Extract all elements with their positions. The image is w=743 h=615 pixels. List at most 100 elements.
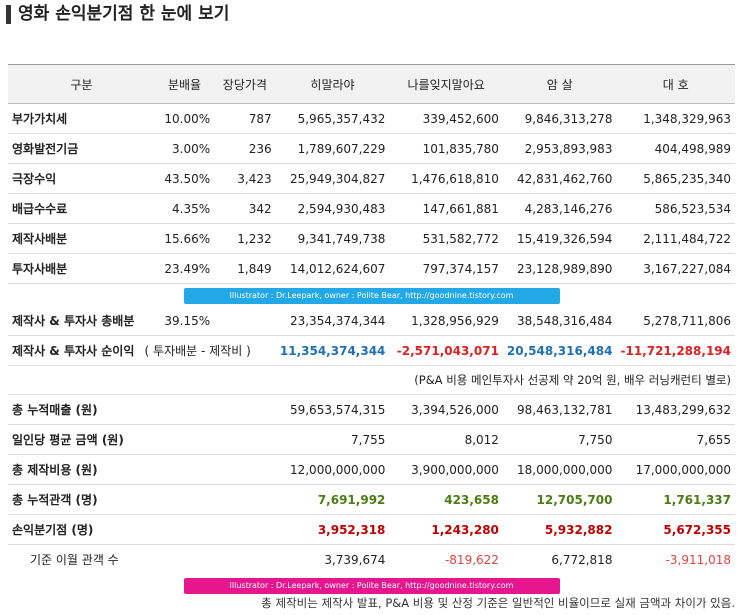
value-cell: 8,012 [389, 424, 503, 455]
value-cell: 3,167,227,084 [616, 253, 735, 284]
rate-cell: 43.50% [154, 163, 215, 194]
value-cell: 3,952,318 [275, 514, 390, 545]
value-cell: 23,354,374,344 [275, 306, 390, 336]
header-tiger: 대 호 [616, 64, 735, 104]
row-label: 총 누적매출 (원) [8, 394, 276, 425]
value-cell: 101,835,780 [389, 133, 503, 164]
net-profit-row: 제작사 & 투자사 순이익 ( 투자배분 - 제작비 ) 11,354,374,… [8, 335, 735, 366]
row-label: 기준 이월 관객 수 [30, 553, 119, 567]
value-cell: 12,000,000,000 [275, 454, 390, 485]
row-label: 총 제작비용 (원) [8, 454, 276, 485]
row-label: 배급수수료 [8, 193, 155, 224]
watermark-row: Illustrator : Dr.Leepark, owner : Polite… [8, 284, 735, 307]
value-cell: 13,483,299,632 [616, 394, 735, 425]
value-cell: 4,283,146,276 [502, 193, 617, 224]
watermark-banner-blue: Illustrator : Dr.Leepark, owner : Polite… [183, 287, 560, 304]
audience-row: 총 누적관객 (명) 7,691,992 423,658 12,705,700 … [8, 484, 735, 515]
value-cell: -2,571,043,071 [389, 335, 503, 366]
value-cell: 586,523,534 [616, 193, 735, 224]
value-cell: 9,341,749,738 [275, 223, 390, 254]
value-cell: 1,761,337 [616, 484, 735, 515]
value-cell: -819,622 [444, 552, 499, 567]
value-cell: 5,932,882 [502, 514, 617, 545]
watermark-row: Illustrator : Dr.Leepark, owner : Polite… [8, 574, 735, 596]
value-cell: 5,965,357,432 [275, 103, 390, 134]
value-cell: 15,419,326,594 [502, 223, 617, 254]
pa-note: (P&A 비용 메인투자사 선공제 약 20억 원, 배우 러닝캐런티 별로) [8, 365, 735, 395]
value-cell: 3,900,000,000 [389, 454, 503, 485]
bep-row: 손익분기점 (명) 3,952,318 1,243,280 5,932,882 … [8, 514, 735, 545]
row-label: 극장수익 [8, 163, 155, 194]
value-cell: 2,111,484,722 [616, 223, 735, 254]
value-cell: 1,243,280 [389, 514, 503, 545]
value-cell: 797,374,157 [389, 253, 503, 284]
value-cell: 1,348,329,963 [616, 103, 735, 134]
rate-cell: 15.66% [154, 223, 215, 254]
value-cell: 531,582,772 [389, 223, 503, 254]
excess-audience-row: 기준 이월 관객 수 3,739,674 -819,622 6,772,818 … [8, 545, 735, 575]
value-cell: 12,705,700 [502, 484, 617, 515]
value-cell: 1,328,956,929 [389, 306, 503, 336]
table-row: 총 누적매출 (원) 59,653,574,315 3,394,526,000 … [8, 394, 735, 425]
row-label: 제작사 & 투자사 순이익 [12, 344, 135, 358]
page-title: 영화 손익분기점 한 눈에 보기 [18, 4, 230, 24]
header-price: 장당가격 [214, 64, 276, 104]
value-cell: 7,755 [275, 424, 390, 455]
net-profit-formula: ( 투자배분 - 제작비 ) [144, 344, 251, 358]
table-row: 제작사배분 15.66% 1,232 9,341,749,738 531,582… [8, 223, 735, 254]
value-cell: 38,548,316,484 [502, 306, 617, 336]
header-row: 구분 분배율 장당가격 히말라야 나를잊지말아요 암 살 대 호 [8, 64, 735, 104]
row-label: 총 누적관객 (명) [8, 484, 276, 515]
value-cell: 20,548,316,484 [502, 335, 617, 366]
table-row: 영화발전기금 3.00% 236 1,789,607,229 101,835,7… [8, 133, 735, 164]
value-cell: 5,865,235,340 [616, 163, 735, 194]
value-cell: 7,691,992 [275, 484, 390, 515]
value-cell: 98,463,132,781 [502, 394, 617, 425]
row-label: 제작사 & 투자사 총배분 [8, 306, 155, 336]
table-row: 일인당 평균 금액 (원) 7,755 8,012 7,750 7,655 [8, 424, 735, 455]
table-row: 배급수수료 4.35% 342 2,594,930,483 147,661,88… [8, 193, 735, 224]
row-label: 영화발전기금 [8, 133, 155, 164]
value-cell: 14,012,624,607 [275, 253, 390, 284]
bep-table: 구분 분배율 장당가격 히말라야 나를잊지말아요 암 살 대 호 부가가치세 1… [8, 64, 735, 596]
value-cell: 147,661,881 [389, 193, 503, 224]
value-cell: 2,953,893,983 [502, 133, 617, 164]
value-cell: 7,655 [616, 424, 735, 455]
price-cell: 1,232 [214, 223, 276, 254]
price-cell: 1,849 [214, 253, 276, 284]
header-category: 구분 [8, 64, 155, 104]
total-distribution-row: 제작사 & 투자사 총배분 39.15% 23,354,374,344 1,32… [8, 306, 735, 336]
table-row: 극장수익 43.50% 3,423 25,949,304,827 1,476,6… [8, 163, 735, 194]
table-row: 투자사배분 23.49% 1,849 14,012,624,607 797,37… [8, 253, 735, 284]
price-cell: 3,423 [214, 163, 276, 194]
price-cell: 236 [214, 133, 276, 164]
header-forget-me-not: 나를잊지말아요 [389, 64, 503, 104]
header-himalaya: 히말라야 [275, 64, 390, 104]
row-label: 제작사배분 [8, 223, 155, 254]
rate-cell: 4.35% [154, 193, 215, 224]
price-cell: 787 [214, 103, 276, 134]
header-assassination: 암 살 [502, 64, 617, 104]
value-cell: 42,831,462,760 [502, 163, 617, 194]
value-cell: 59,653,574,315 [275, 394, 390, 425]
value-cell: 3,739,674 [324, 552, 386, 567]
title-accent-bar [6, 5, 11, 24]
value-cell: 404,498,989 [616, 133, 735, 164]
price-cell: 342 [214, 193, 276, 224]
rate-cell: 3.00% [154, 133, 215, 164]
value-cell: 1,789,607,229 [275, 133, 390, 164]
row-label: 부가가치세 [8, 103, 155, 134]
value-cell: 339,452,600 [389, 103, 503, 134]
value-cell: 1,476,618,810 [389, 163, 503, 194]
row-label: 일인당 평균 금액 (원) [8, 424, 276, 455]
value-cell: 5,278,711,806 [616, 306, 735, 336]
value-cell: 18,000,000,000 [502, 454, 617, 485]
watermark-banner-pink: Illustrator : Dr.Leepark, owner : Polite… [183, 577, 560, 594]
rate-cell: 23.49% [154, 253, 215, 284]
value-cell: 2,594,930,483 [275, 193, 390, 224]
header-rate: 분배율 [154, 64, 215, 104]
value-cell: 23,128,989,890 [502, 253, 617, 284]
value-cell: 3,394,526,000 [389, 394, 503, 425]
value-cell: 6,772,818 [551, 552, 613, 567]
footer-note: 총 제작비는 제작사 발표, P&A 비용 및 산정 기준은 일반적인 비율이므… [261, 596, 735, 610]
